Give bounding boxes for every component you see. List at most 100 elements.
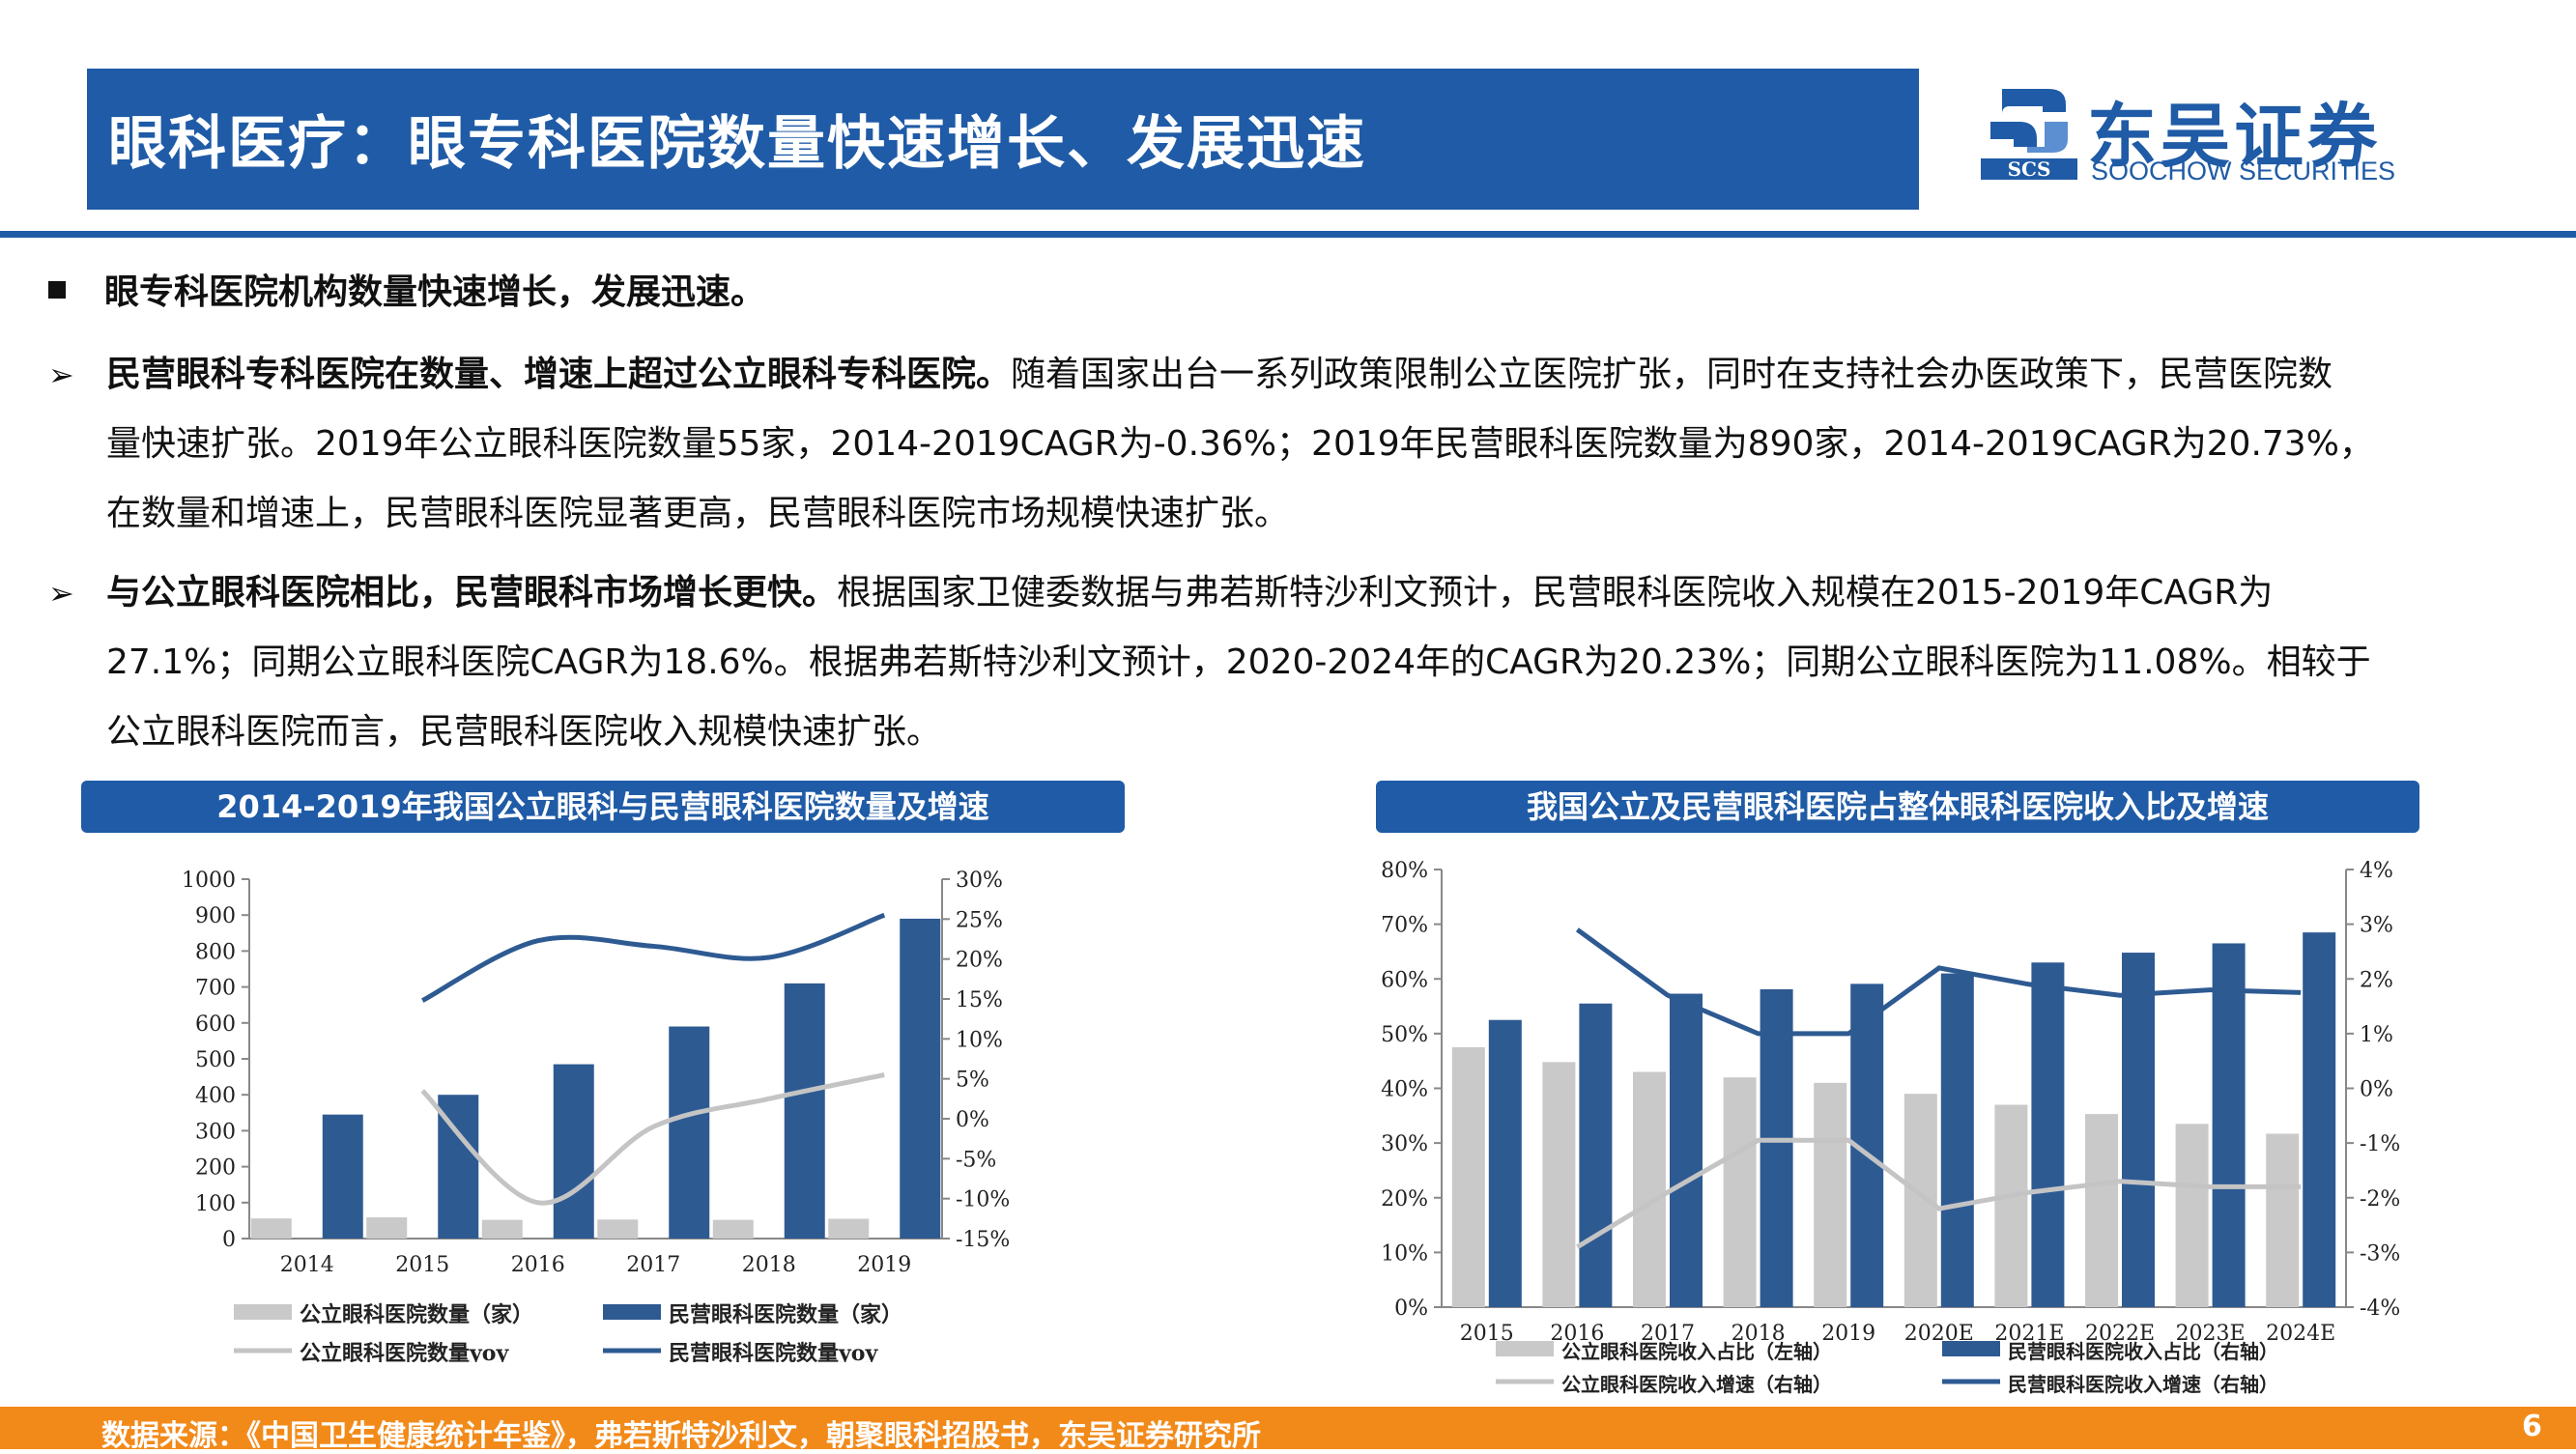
legend-label: 公立眼科医院数量（家） bbox=[300, 1302, 533, 1327]
bar bbox=[553, 1064, 594, 1239]
bar bbox=[1723, 1077, 1757, 1307]
legend-swatch bbox=[1496, 1341, 1554, 1356]
bar bbox=[2266, 1133, 2300, 1307]
scs-logo-icon: SCS bbox=[1981, 89, 2077, 181]
bar bbox=[322, 1114, 363, 1239]
x-tick-label: 2023E bbox=[2176, 1322, 2246, 1346]
y-tick-label-left: 1000 bbox=[182, 869, 236, 893]
legend-label: 民营眼科医院数量（家） bbox=[669, 1302, 902, 1327]
bar bbox=[1814, 1082, 1847, 1307]
x-tick-label: 2017 bbox=[1641, 1322, 1695, 1346]
legend-label: 公立眼科医院数量yoy bbox=[300, 1341, 509, 1362]
series-line bbox=[420, 1072, 885, 1206]
arrow-bullet-icon: ➢ bbox=[48, 575, 74, 612]
x-tick-label: 2018 bbox=[742, 1253, 796, 1277]
chart-2-title: 我国公立及民营眼科医院占整体眼科医院收入比及增速 bbox=[1376, 781, 2419, 833]
paragraph-2-line-1: 与公立眼科医院相比，民营眼科市场增长更快。根据国家卫健委数据与弗若斯特沙利文预计… bbox=[106, 558, 2522, 628]
y-tick-label-left: 80% bbox=[1381, 859, 1428, 883]
bar bbox=[1670, 993, 1703, 1307]
paragraph-1-body-1: 随着国家出台一系列政策限制公立医院扩张，同时在支持社会办医政策下，民营医院数 bbox=[1011, 355, 2333, 394]
footer-bar bbox=[0, 1407, 2576, 1449]
bar bbox=[2175, 1124, 2209, 1307]
legend-label: 民营眼科医院数量yoy bbox=[669, 1341, 878, 1362]
paragraph-1-line-1: 民营眼科专科医院在数量、增速上超过公立眼科专科医院。随着国家出台一系列政策限制公… bbox=[106, 340, 2522, 410]
y-tick-label-left: 100 bbox=[195, 1192, 236, 1216]
y-tick-label-left: 50% bbox=[1381, 1023, 1428, 1047]
y-tick-label-right: 25% bbox=[956, 908, 1003, 932]
bar bbox=[1940, 973, 1974, 1307]
paragraph-1-line-3: 在数量和增速上，民营眼科医院显著更高，民营眼科医院市场规模快速扩张。 bbox=[106, 494, 1290, 533]
paragraph-1: ➢ 民营眼科专科医院在数量、增速上超过公立眼科专科医院。随着国家出台一系列政策限… bbox=[48, 340, 2522, 549]
y-tick-label-right: 3% bbox=[2360, 914, 2393, 938]
bar bbox=[1994, 1104, 2028, 1307]
bar bbox=[2085, 1114, 2118, 1307]
y-tick-label-right: -15% bbox=[956, 1228, 1010, 1252]
bar bbox=[2122, 953, 2155, 1307]
company-logo: SCS 东吴证券 SOOCHOW SECURITIES bbox=[1981, 79, 2425, 190]
y-tick-label-right: 2% bbox=[2360, 968, 2393, 992]
bar bbox=[1760, 989, 1793, 1307]
y-tick-label-left: 300 bbox=[195, 1120, 236, 1144]
series-line bbox=[1575, 927, 2302, 1037]
bar bbox=[1451, 1047, 1485, 1307]
y-tick-label-right: 5% bbox=[956, 1069, 989, 1093]
chart-1: 1000900800700600500400300200100030%25%20… bbox=[182, 869, 1010, 1362]
logo-english: SOOCHOW SECURITIES bbox=[2091, 157, 2396, 185]
logo-chinese: 东吴证券 bbox=[2087, 96, 2382, 177]
paragraph-2-heading: 与公立眼科医院相比，民营眼科市场增长更快。 bbox=[106, 573, 838, 613]
paragraph-2-line-3: 公立眼科医院而言，民营眼科医院收入规模快速扩张。 bbox=[106, 712, 942, 752]
series-line bbox=[421, 912, 886, 1003]
y-tick-label-right: 30% bbox=[956, 869, 1003, 893]
x-tick-label: 2016 bbox=[511, 1253, 565, 1277]
header-rule bbox=[0, 231, 2576, 238]
paragraph-2-body-1: 根据国家卫健委数据与弗若斯特沙利文预计，民营眼科医院收入规模在2015-2019… bbox=[837, 573, 2274, 613]
series-line bbox=[1576, 1137, 2302, 1249]
chart-2: 80% 70% 60% 50% 40% 30% 20% 10% 0% 4% 3% 2% 1% 0% -1% -… bbox=[1381, 859, 2400, 1396]
y-tick-label-left: 500 bbox=[195, 1048, 236, 1072]
x-tick-label: 2022E bbox=[2085, 1322, 2155, 1346]
bar bbox=[2031, 962, 2065, 1307]
y-tick-label-right: 20% bbox=[956, 949, 1003, 973]
y-tick-label-left: 0 bbox=[222, 1228, 236, 1252]
legend-label: 民营眼科医院收入占比（右轴） bbox=[2008, 1340, 2278, 1363]
y-tick-label-right: 0% bbox=[2360, 1078, 2393, 1102]
bar bbox=[2303, 932, 2336, 1307]
legend-swatch bbox=[1942, 1341, 2000, 1356]
y-tick-label-right: -3% bbox=[2360, 1241, 2400, 1266]
bar bbox=[1633, 1071, 1666, 1307]
legend-label: 公立眼科医院收入占比（左轴） bbox=[1561, 1340, 1832, 1363]
bar bbox=[250, 1218, 292, 1239]
x-tick-label: 2015 bbox=[395, 1253, 449, 1277]
bar bbox=[1488, 1019, 1522, 1307]
y-tick-label-right: -1% bbox=[2360, 1132, 2400, 1156]
x-tick-label: 2018 bbox=[1732, 1322, 1786, 1346]
x-tick-label: 2021E bbox=[1994, 1322, 2064, 1346]
x-tick-label: 2014 bbox=[280, 1253, 334, 1277]
x-tick-label: 2019 bbox=[1821, 1322, 1875, 1346]
y-tick-label-right: -5% bbox=[956, 1148, 996, 1172]
main-bullet-text: 眼专科医院机构数量快速增长，发展迅速。 bbox=[104, 272, 766, 312]
paragraph-1-line-2: 量快速扩张。2019年公立眼科医院数量55家，2014-2019CAGR为-0.… bbox=[106, 424, 2374, 464]
legend-swatch bbox=[234, 1304, 292, 1320]
y-tick-label-right: 4% bbox=[2360, 859, 2393, 883]
bar bbox=[1579, 1003, 1613, 1307]
y-tick-label-left: 10% bbox=[1381, 1241, 1428, 1266]
square-bullet-icon bbox=[48, 281, 66, 299]
paragraph-2: ➢ 与公立眼科医院相比，民营眼科市场增长更快。根据国家卫健委数据与弗若斯特沙利文… bbox=[48, 558, 2522, 767]
y-tick-label-left: 30% bbox=[1381, 1132, 1428, 1156]
y-tick-label-right: 0% bbox=[956, 1108, 989, 1132]
main-bullet: 眼专科医院机构数量快速增长，发展迅速。 bbox=[48, 259, 765, 327]
legend-label: 公立眼科医院收入增速（右轴） bbox=[1561, 1373, 1832, 1396]
bar bbox=[366, 1217, 408, 1239]
bar bbox=[712, 1219, 754, 1239]
legend-swatch bbox=[603, 1304, 661, 1320]
y-tick-label-left: 900 bbox=[195, 904, 236, 928]
x-tick-label: 2017 bbox=[626, 1253, 680, 1277]
y-tick-label-right: -4% bbox=[2360, 1297, 2400, 1321]
y-tick-label-left: 600 bbox=[195, 1012, 236, 1037]
y-tick-label-left: 400 bbox=[195, 1084, 236, 1108]
x-tick-label: 2024E bbox=[2266, 1322, 2335, 1346]
bar bbox=[828, 1218, 870, 1239]
page-number: 6 bbox=[2522, 1410, 2542, 1443]
y-tick-label-left: 20% bbox=[1381, 1187, 1428, 1212]
